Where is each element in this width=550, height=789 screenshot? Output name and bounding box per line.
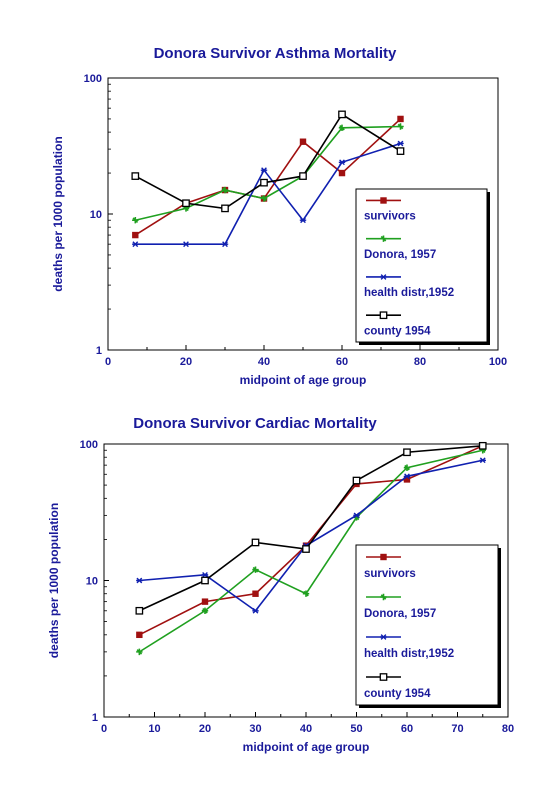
y-axis-label: deaths per 1000 population: [51, 136, 65, 291]
legend-box: [355, 188, 488, 343]
data-point: [397, 140, 404, 147]
data-point: [397, 123, 404, 130]
data-point: [136, 648, 143, 656]
legend-swatch-marker: [380, 634, 387, 640]
legend-swatch-marker: [379, 311, 388, 320]
legend-swatch-marker: [380, 593, 387, 601]
x-tick-label: 0: [101, 723, 107, 735]
data-point: [353, 512, 360, 519]
data-point: [403, 464, 411, 471]
data-point: [403, 473, 411, 480]
data-point: [299, 172, 307, 180]
x-axis-label: midpoint of age group: [243, 740, 370, 754]
legend-label: survivors: [364, 211, 416, 223]
x-tick-label: 40: [258, 356, 270, 368]
x-tick-label: 0: [105, 356, 111, 368]
data-point: [252, 607, 259, 614]
data-point: [201, 607, 209, 614]
legend-swatch-marker: [380, 274, 387, 280]
chart-1: Donora Survivor Asthma Mortality 0 20 40 60 8…: [51, 45, 507, 387]
data-point: [182, 199, 190, 208]
legend-label: health distr,1952: [364, 648, 454, 660]
data-point: [201, 598, 209, 605]
series-4: [131, 110, 405, 213]
data-point: [299, 138, 307, 145]
y-tick-label: 10: [86, 576, 98, 588]
data-point: [403, 476, 411, 483]
x-tick-label: 40: [300, 723, 312, 735]
data-point: [221, 241, 229, 248]
y-tick-label: 100: [84, 73, 102, 85]
x-tick-label: 10: [148, 723, 160, 735]
data-point: [221, 186, 229, 194]
data-point: [338, 124, 346, 132]
legend-swatch-marker: [380, 235, 387, 242]
legend-label: county 1954: [364, 325, 431, 337]
x-axis-label: midpoint of age group: [240, 373, 367, 387]
y-tick-label: 1: [92, 712, 98, 724]
y-tick-label: 100: [80, 439, 98, 451]
y-tick-label: 10: [90, 209, 102, 221]
data-point: [260, 178, 268, 187]
legend: survivors Donora, 1957 health distr,1952 co…: [355, 544, 501, 708]
data-point: [338, 159, 346, 166]
y-tick-label: 1: [96, 345, 102, 357]
legend-label: county 1954: [364, 688, 431, 700]
x-tick-label: 20: [180, 356, 192, 368]
data-point: [299, 217, 307, 224]
legend-swatch-marker: [379, 673, 388, 681]
data-point: [251, 538, 260, 547]
data-point: [478, 441, 487, 450]
series-3: [132, 140, 404, 248]
legend-label: Donora, 1957: [364, 608, 436, 620]
data-point: [260, 167, 268, 174]
legend: survivors Donora, 1957 health distr,1952 co…: [355, 188, 490, 345]
data-point: [352, 476, 361, 485]
data-point: [302, 545, 310, 553]
chart-title: Donora Survivor Cardiac Mortality: [133, 415, 377, 432]
data-point: [135, 606, 144, 615]
data-point: [132, 217, 139, 224]
y-axis-label: deaths per 1000 population: [47, 503, 61, 658]
data-point: [132, 241, 139, 248]
data-point: [252, 590, 259, 597]
data-point: [201, 576, 209, 585]
data-point: [182, 241, 190, 248]
data-point: [131, 172, 140, 180]
chart-title: Donora Survivor Asthma Mortality: [154, 45, 397, 62]
data-point: [221, 204, 229, 213]
data-point: [132, 231, 139, 239]
legend-swatch-marker: [380, 553, 387, 561]
data-point: [252, 566, 259, 573]
x-tick-label: 30: [249, 723, 261, 735]
data-point: [260, 195, 268, 202]
x-tick-label: 60: [401, 723, 413, 735]
x-tick-label: 60: [336, 356, 348, 368]
x-tick-label: 20: [199, 723, 211, 735]
legend-label: health distr,1952: [364, 287, 454, 299]
data-point: [136, 631, 143, 639]
data-point: [338, 110, 346, 119]
x-tick-label: 50: [350, 723, 362, 735]
chart-2: Donora Survivor Cardiac Mortality 0 10 20 30…: [47, 415, 514, 754]
legend-swatch-marker: [380, 197, 387, 204]
legend-label: Donora, 1957: [364, 249, 436, 261]
x-tick-label: 80: [502, 723, 514, 735]
x-tick-label: 80: [414, 356, 426, 368]
data-point: [397, 115, 404, 123]
x-tick-label: 70: [451, 723, 463, 735]
data-point: [403, 448, 411, 457]
data-point: [338, 169, 346, 177]
x-tick-label: 100: [489, 356, 507, 368]
series-4: [135, 441, 487, 615]
data-point: [396, 147, 405, 155]
data-point: [136, 577, 143, 584]
data-point: [479, 457, 486, 464]
legend-label: survivors: [364, 568, 416, 580]
data-point: [302, 590, 310, 597]
data-point: [201, 571, 209, 578]
